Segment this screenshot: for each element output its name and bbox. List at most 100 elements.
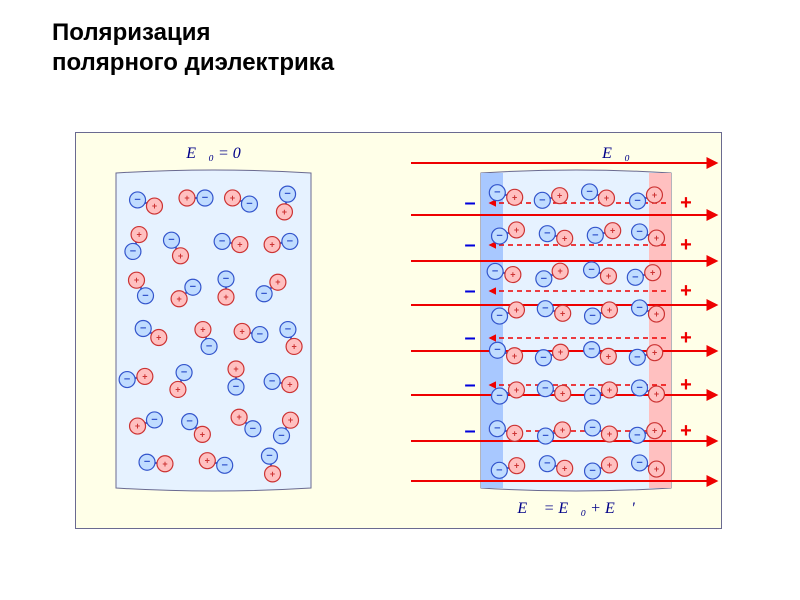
svg-text:+: + (514, 225, 519, 235)
svg-text:−: − (496, 390, 502, 402)
svg-text:+: + (176, 294, 181, 304)
surface-minus: – (464, 234, 475, 256)
svg-text:−: − (124, 374, 130, 386)
svg-text:−: − (544, 228, 550, 240)
svg-text:−: − (202, 192, 208, 204)
svg-text:−: − (496, 464, 502, 476)
svg-text:−: − (206, 340, 212, 352)
svg-text:−: − (540, 352, 546, 364)
svg-text:−: − (221, 459, 227, 471)
svg-text:+: + (510, 270, 515, 280)
svg-text:+: + (282, 207, 287, 217)
svg-text:−: − (539, 194, 545, 206)
surface-plus: + (680, 234, 692, 256)
svg-text:−: − (151, 414, 157, 426)
svg-text:+: + (135, 421, 140, 431)
svg-text:−: − (250, 423, 256, 435)
svg-text:+: + (512, 428, 517, 438)
svg-text:−: − (542, 383, 548, 395)
svg-text:−: − (589, 390, 595, 402)
surface-minus: – (464, 374, 475, 396)
svg-text:+: + (560, 425, 565, 435)
svg-text:−: − (636, 302, 642, 314)
svg-text:+: + (606, 351, 611, 361)
svg-text:−: − (632, 271, 638, 283)
formula-right-bottom: E⃗ = E⃗₀ + E⃗ ' (516, 500, 635, 517)
svg-text:−: − (636, 382, 642, 394)
title-line1: Поляризация (52, 19, 210, 46)
svg-text:−: − (233, 381, 239, 393)
surface-minus: – (464, 327, 475, 349)
svg-text:+: + (560, 388, 565, 398)
svg-text:+: + (205, 456, 210, 466)
svg-text:−: − (223, 273, 229, 285)
svg-text:+: + (270, 240, 275, 250)
svg-text:+: + (562, 463, 567, 473)
surface-plus: + (680, 192, 692, 214)
svg-text:+: + (558, 347, 563, 357)
svg-text:+: + (606, 271, 611, 281)
svg-text:−: − (544, 458, 550, 470)
svg-text:−: − (542, 430, 548, 442)
svg-text:+: + (560, 308, 565, 318)
svg-text:−: − (542, 303, 548, 315)
svg-text:+: + (178, 251, 183, 261)
svg-text:+: + (562, 233, 567, 243)
svg-text:−: − (589, 465, 595, 477)
svg-text:−: − (284, 188, 290, 200)
svg-text:+: + (270, 469, 275, 479)
svg-text:−: − (586, 186, 592, 198)
title-line2: полярного диэлектрика (52, 49, 334, 76)
svg-text:+: + (288, 415, 293, 425)
svg-text:+: + (156, 333, 161, 343)
svg-text:+: + (240, 326, 245, 336)
svg-text:+: + (275, 277, 280, 287)
surface-plus: + (680, 420, 692, 442)
svg-text:+: + (512, 192, 517, 202)
svg-text:−: − (186, 416, 192, 428)
svg-text:+: + (514, 305, 519, 315)
svg-text:−: − (494, 187, 500, 199)
diagram-svg: E⃗₀ = 0E⃗₀E⃗ = E⃗₀ + E⃗ '–+–+–+–+–+–+−+−… (76, 133, 721, 528)
svg-text:−: − (287, 235, 293, 247)
surface-plus: + (680, 327, 692, 349)
svg-text:−: − (494, 423, 500, 435)
svg-text:−: − (246, 198, 252, 210)
svg-text:+: + (652, 426, 657, 436)
formula-left: E⃗₀ = 0 (185, 145, 241, 162)
svg-text:−: − (261, 288, 267, 300)
svg-text:+: + (175, 384, 180, 394)
svg-text:+: + (607, 460, 612, 470)
surface-minus: – (464, 420, 475, 442)
surface-minus: – (464, 192, 475, 214)
svg-text:+: + (200, 325, 205, 335)
svg-text:−: − (142, 290, 148, 302)
svg-text:+: + (142, 371, 147, 381)
surface-minus: – (464, 280, 475, 302)
svg-text:+: + (230, 193, 235, 203)
svg-text:−: − (269, 375, 275, 387)
svg-text:+: + (558, 266, 563, 276)
svg-text:+: + (184, 193, 189, 203)
svg-text:−: − (181, 367, 187, 379)
svg-text:+: + (650, 268, 655, 278)
svg-text:−: − (634, 351, 640, 363)
svg-text:+: + (236, 412, 241, 422)
svg-text:+: + (233, 364, 238, 374)
svg-text:+: + (652, 348, 657, 358)
svg-text:−: − (134, 194, 140, 206)
svg-text:+: + (291, 341, 296, 351)
svg-text:−: − (634, 429, 640, 441)
svg-text:−: − (492, 265, 498, 277)
svg-text:+: + (557, 191, 562, 201)
right-slab (481, 170, 671, 491)
svg-text:+: + (607, 385, 612, 395)
svg-text:−: − (285, 324, 291, 336)
svg-text:+: + (652, 190, 657, 200)
svg-text:+: + (162, 459, 167, 469)
svg-text:+: + (514, 461, 519, 471)
svg-text:−: − (190, 281, 196, 293)
svg-text:−: − (140, 323, 146, 335)
svg-text:−: − (588, 344, 594, 356)
svg-text:+: + (607, 305, 612, 315)
